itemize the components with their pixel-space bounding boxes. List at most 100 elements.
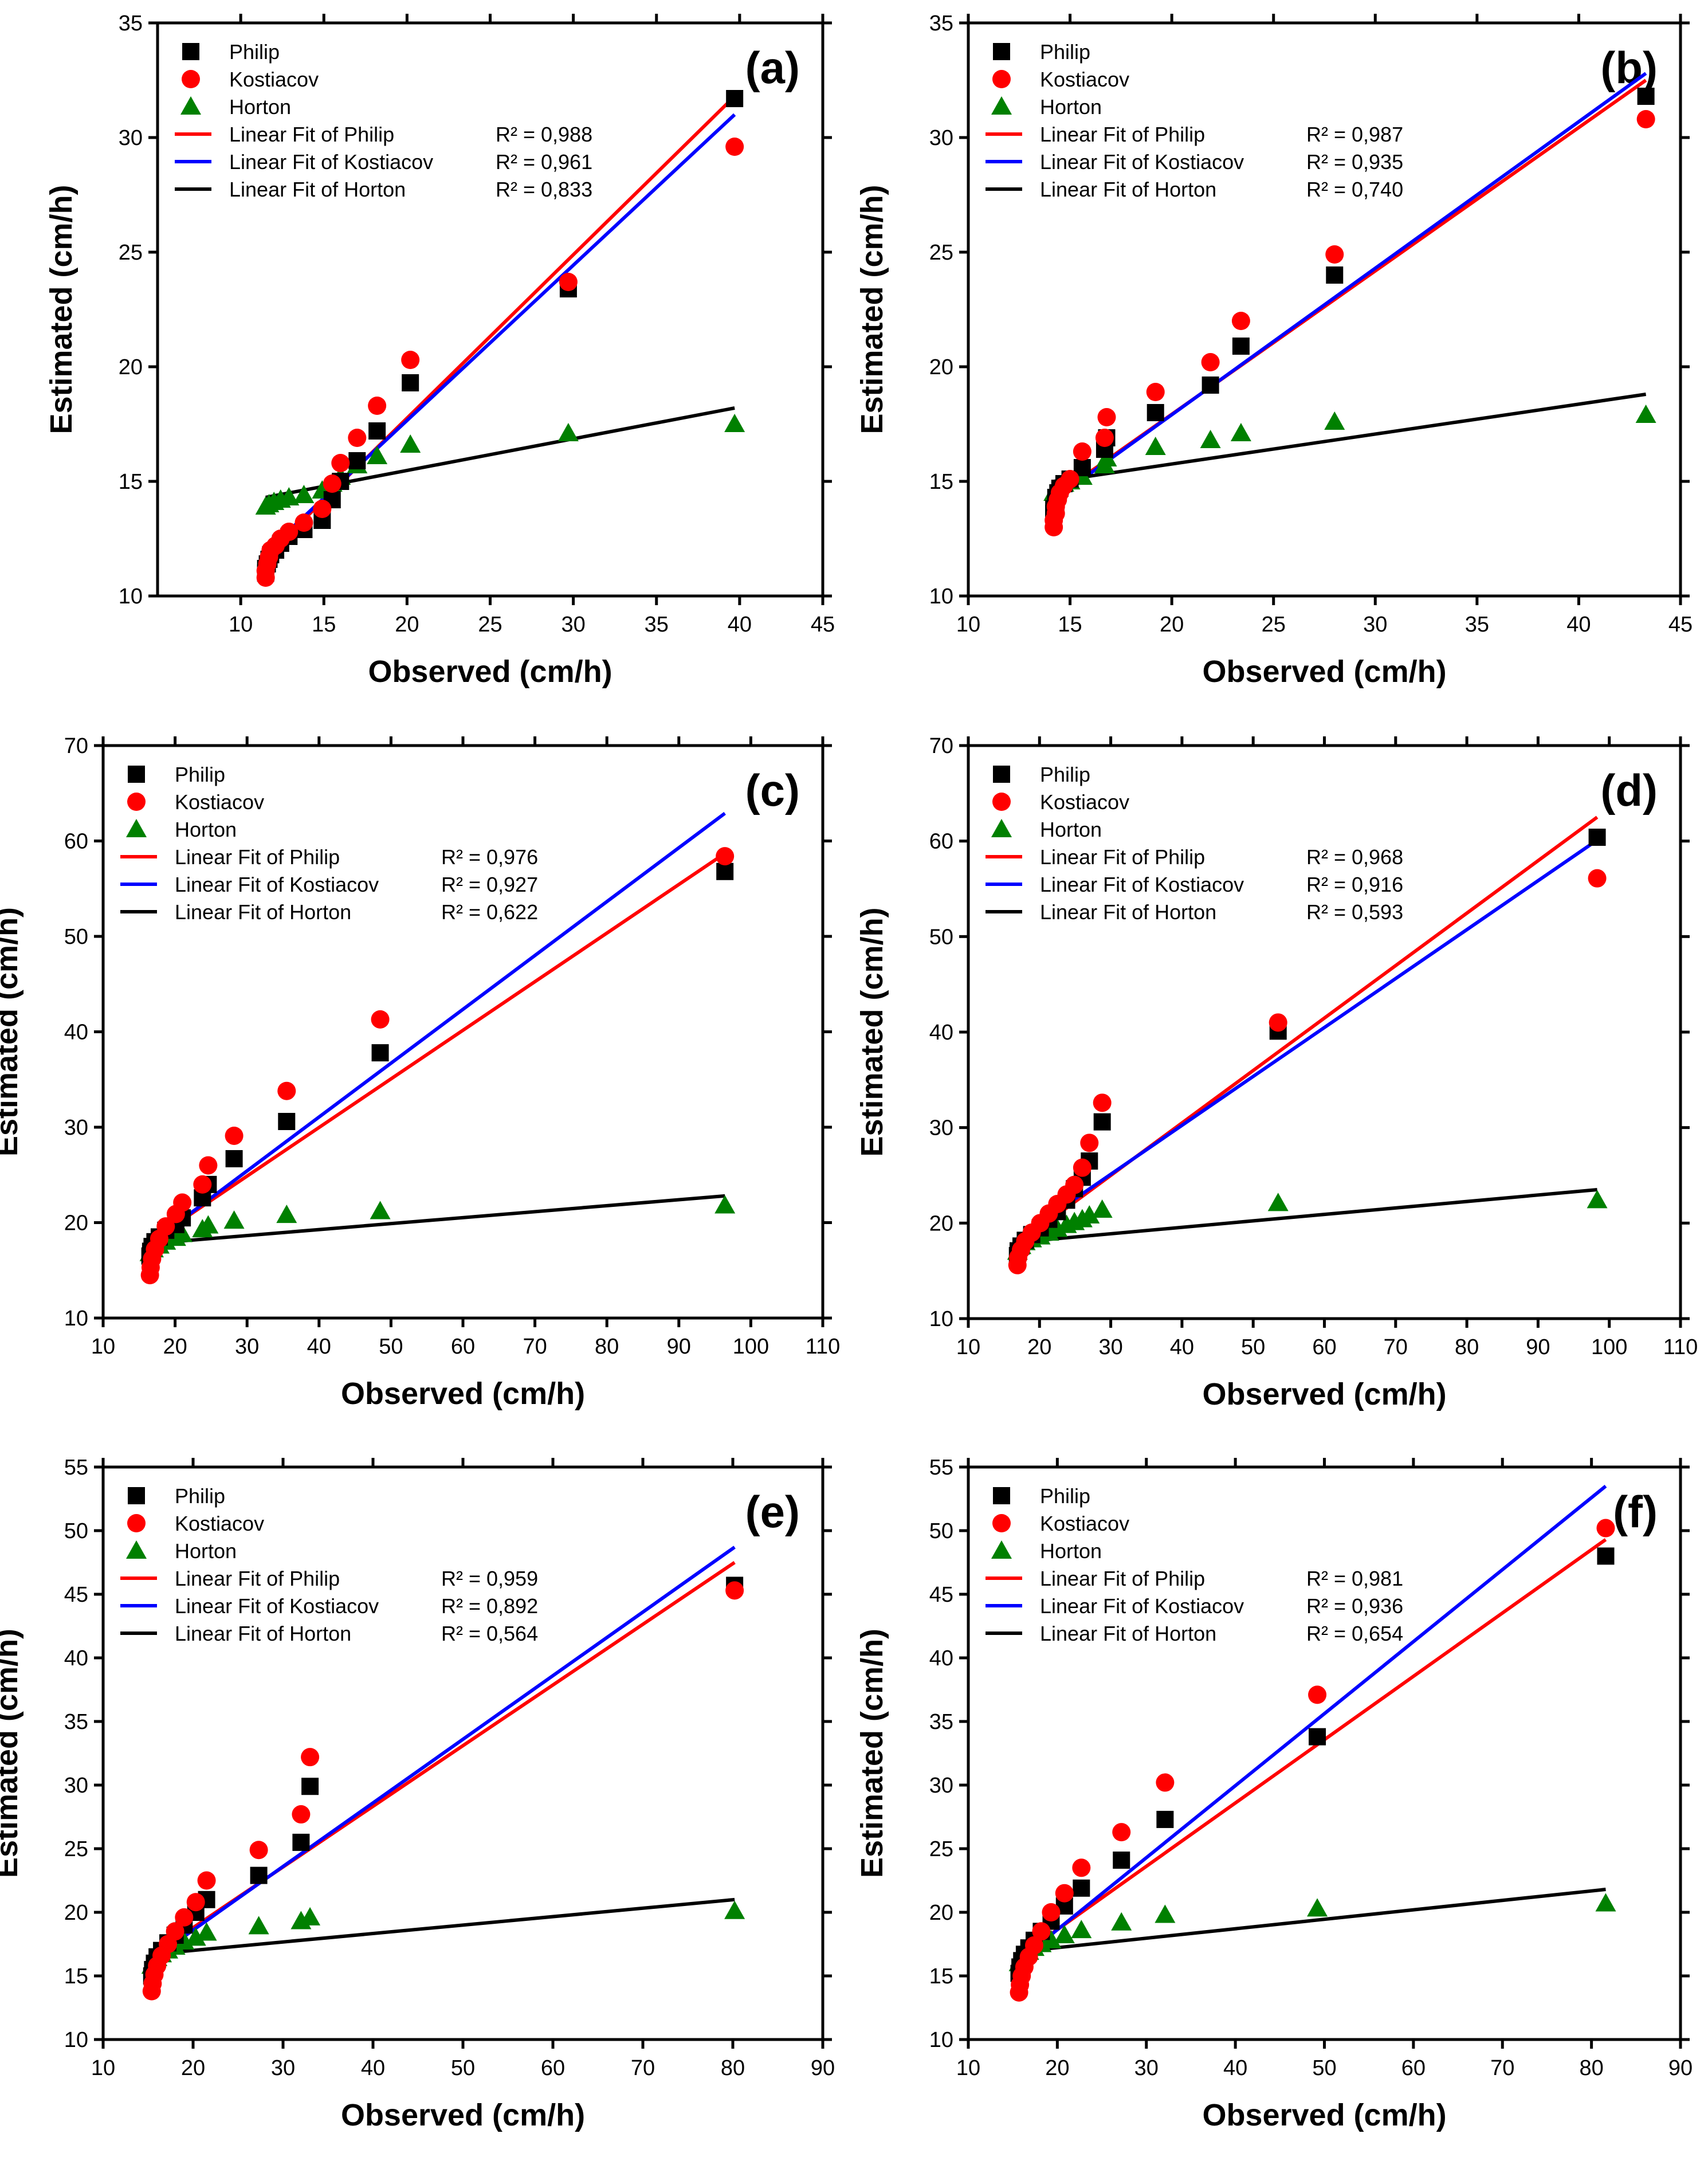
r-squared-label: R² = 0,935 xyxy=(1306,150,1403,174)
y-tick-label: 50 xyxy=(64,1519,88,1543)
point-horton xyxy=(1324,411,1345,430)
legend-symbol-circle xyxy=(992,70,1011,88)
point-philip xyxy=(301,1778,319,1795)
point-philip xyxy=(1637,88,1655,105)
y-tick-label: 10 xyxy=(929,1307,953,1331)
point-horton xyxy=(1091,1199,1113,1218)
point-kostiacov xyxy=(1596,1519,1615,1538)
point-horton xyxy=(1111,1912,1132,1931)
point-horton xyxy=(1054,1924,1075,1943)
point-kostiacov xyxy=(301,1748,320,1767)
y-tick-label: 10 xyxy=(64,1307,88,1331)
legend-label: Linear Fit of Philip xyxy=(1040,1567,1205,1590)
legend-label: Kostiacov xyxy=(1040,1512,1129,1535)
y-tick-label: 40 xyxy=(64,1646,88,1670)
y-tick-label: 10 xyxy=(929,585,953,609)
y-tick-label: 25 xyxy=(929,241,953,265)
legend-label: Horton xyxy=(175,1539,237,1563)
x-tick-label: 40 xyxy=(1223,2056,1247,2080)
y-tick-label: 45 xyxy=(929,1583,953,1607)
r-squared-label: R² = 0,927 xyxy=(441,873,538,896)
point-kostiacov xyxy=(166,1922,184,1941)
point-kostiacov xyxy=(1042,1903,1061,1921)
point-kostiacov xyxy=(1095,429,1114,447)
x-axis-label: Observed (cm/h) xyxy=(1202,2098,1446,2132)
point-kostiacov xyxy=(1269,1013,1287,1032)
legend-label: Linear Fit of Kostiacov xyxy=(1040,873,1244,896)
fit-line-kostiacov xyxy=(1018,1484,1607,1962)
x-tick-label: 20 xyxy=(395,613,419,637)
point-horton xyxy=(248,1916,269,1935)
legend-label: Horton xyxy=(1040,818,1102,841)
y-tick-label: 30 xyxy=(929,1116,953,1140)
point-kostiacov xyxy=(331,454,350,472)
r-squared-label: R² = 0,976 xyxy=(441,845,538,869)
y-tick-label: 10 xyxy=(64,2028,88,2052)
legend-label: Kostiacov xyxy=(229,68,319,91)
y-tick-label: 25 xyxy=(64,1837,88,1861)
point-philip xyxy=(1232,338,1250,355)
point-philip xyxy=(250,1866,268,1884)
point-kostiacov xyxy=(1201,353,1220,371)
fit-line-horton xyxy=(1019,1888,1606,1954)
legend-label: Linear Fit of Philip xyxy=(1040,123,1205,146)
point-horton xyxy=(185,1927,206,1946)
fit-line-philip xyxy=(1018,1538,1607,1959)
y-tick-label: 15 xyxy=(929,1964,953,1989)
point-horton xyxy=(1040,1929,1062,1948)
legend-symbol-triangle xyxy=(991,819,1012,837)
legend-symbol-triangle xyxy=(991,1540,1012,1559)
fit-line-horton xyxy=(151,1897,735,1956)
y-tick-label: 70 xyxy=(929,734,953,758)
r-squared-label: R² = 0,622 xyxy=(441,900,538,924)
legend-label: Kostiacov xyxy=(1040,68,1129,91)
y-tick-label: 40 xyxy=(929,1646,953,1670)
point-kostiacov xyxy=(1146,383,1165,401)
x-axis-label: Observed (cm/h) xyxy=(1202,1377,1446,1411)
x-tick-label: 10 xyxy=(91,1335,115,1359)
r-squared-label: R² = 0,564 xyxy=(441,1622,538,1645)
point-kostiacov xyxy=(1112,1823,1131,1842)
point-kostiacov xyxy=(716,847,735,866)
legend-label: Philip xyxy=(175,1484,225,1508)
legend-symbol-square xyxy=(182,43,199,60)
panel-a: 10 15 20 25 30 35 40 45 10 15 20 25 30 35 Observed (cm… xyxy=(44,11,835,689)
x-tick-label: 30 xyxy=(1363,613,1387,637)
legend-symbol-circle xyxy=(992,1514,1011,1532)
r-squared-label: R² = 0,740 xyxy=(1306,178,1403,201)
r-squared-label: R² = 0,987 xyxy=(1306,123,1403,146)
y-tick-label: 20 xyxy=(119,355,143,379)
x-tick-label: 20 xyxy=(163,1335,187,1359)
x-tick-label: 10 xyxy=(956,1335,980,1359)
legend-symbol-circle xyxy=(182,70,200,88)
r-squared-label: R² = 0,833 xyxy=(496,178,592,201)
panel-b: 10 15 20 25 30 35 40 45 10 15 20 25 30 35 Observed (cm… xyxy=(855,11,1693,689)
y-axis-label: Estimated (cm/h) xyxy=(855,907,889,1156)
legend-label: Philip xyxy=(1040,40,1090,64)
y-tick-label: 55 xyxy=(64,1456,88,1480)
point-horton xyxy=(278,487,300,505)
r-squared-label: R² = 0,892 xyxy=(441,1594,538,1618)
x-tick-label: 30 xyxy=(1134,2056,1159,2080)
y-tick-label: 15 xyxy=(929,470,953,494)
point-kostiacov xyxy=(323,474,341,493)
point-kostiacov xyxy=(1636,110,1655,128)
legend-symbol-square xyxy=(128,1487,145,1504)
point-philip xyxy=(348,452,366,469)
x-tick-label: 90 xyxy=(811,2056,835,2080)
y-tick-label: 40 xyxy=(64,1021,88,1045)
x-tick-label: 80 xyxy=(595,1335,619,1359)
point-kostiacov xyxy=(1073,442,1091,461)
legend-symbol-triangle xyxy=(126,819,147,837)
legend-label: Linear Fit of Horton xyxy=(229,178,406,201)
r-squared-label: R² = 0,968 xyxy=(1306,845,1403,869)
point-horton xyxy=(1230,423,1251,441)
point-kostiacov xyxy=(1097,408,1116,426)
y-tick-label: 10 xyxy=(929,2028,953,2052)
x-tick-label: 45 xyxy=(1668,613,1693,637)
point-kostiacov xyxy=(401,351,420,369)
point-kostiacov xyxy=(1072,1858,1091,1877)
y-tick-label: 30 xyxy=(119,126,143,150)
x-axis-label: Observed (cm/h) xyxy=(341,1376,585,1411)
